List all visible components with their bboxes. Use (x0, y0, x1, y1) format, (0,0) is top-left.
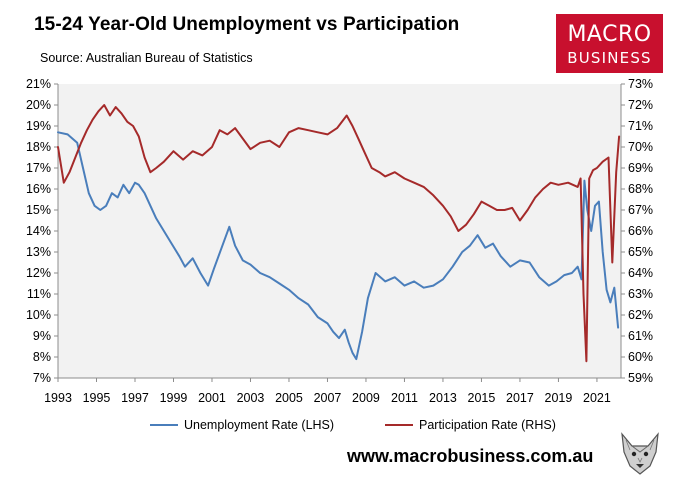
x-tick-label: 2007 (314, 391, 342, 405)
y-left-tick-label: 10% (26, 308, 51, 322)
y-left-tick-label: 17% (26, 161, 51, 175)
plot-area (58, 84, 621, 378)
y-right-tick-label: 60% (628, 350, 653, 364)
y-left-tick-label: 12% (26, 266, 51, 280)
y-left-tick-label: 15% (26, 203, 51, 217)
x-tick-label: 2013 (429, 391, 457, 405)
x-tick-label: 2021 (583, 391, 611, 405)
source-note: Source: Australian Bureau of Statistics (40, 51, 253, 65)
y-left-tick-label: 21% (26, 77, 51, 91)
legend-swatch-unemployment (150, 424, 178, 426)
y-left-tick-label: 18% (26, 140, 51, 154)
x-tick-label: 2001 (198, 391, 226, 405)
y-right-tick-label: 67% (628, 203, 653, 217)
y-left-tick-label: 19% (26, 119, 51, 133)
x-tick-label: 1993 (44, 391, 72, 405)
y-right-tick-label: 73% (628, 77, 653, 91)
x-tick-label: 1995 (83, 391, 111, 405)
y-right-tick-label: 63% (628, 287, 653, 301)
x-tick-label: 2019 (545, 391, 573, 405)
legend-swatch-participation (385, 424, 413, 426)
logo-line-2: BUSINESS (567, 49, 652, 67)
unemployment-rate-line (57, 131, 620, 361)
y-right-tick-label: 72% (628, 98, 653, 112)
y-right-tick-label: 64% (628, 266, 653, 280)
x-tick-label: 2017 (506, 391, 534, 405)
legend-label-unemployment: Unemployment Rate (LHS) (184, 418, 335, 432)
line-chart: 7% 8% 9% 10% 11% 12% 13% 14% 15% 16% 17% 18% 19% 20% 2… (26, 77, 653, 405)
y-left-tick-label: 16% (26, 182, 51, 196)
y-left-tick-label: 7% (33, 371, 51, 385)
legend-item-participation: Participation Rate (RHS) (385, 418, 556, 432)
y-left-tick-label: 11% (27, 287, 51, 301)
y-left-tick-label: 14% (26, 224, 51, 238)
logo-line-1: MACRO (567, 22, 652, 47)
y-left-tick-label: 13% (26, 245, 51, 259)
y-right-tick-label: 68% (628, 182, 653, 196)
x-tick-label: 1999 (160, 391, 188, 405)
wolf-mascot-icon (616, 430, 664, 478)
legend: Unemployment Rate (LHS) Participation Ra… (0, 418, 678, 438)
y-right-tick-label: 69% (628, 161, 653, 175)
x-tick-label: 1997 (121, 391, 149, 405)
chart-title: 15-24 Year-Old Unemployment vs Participa… (34, 14, 460, 35)
y-right-tick-label: 66% (628, 224, 653, 238)
x-tick-label: 2003 (237, 391, 265, 405)
y-left-tick-label: 8% (33, 350, 51, 364)
y-right-tick-label: 71% (628, 119, 653, 133)
macrobusiness-logo: MACRO BUSINESS (556, 14, 663, 73)
x-tick-label: 2005 (275, 391, 303, 405)
y-right-tick-label: 59% (628, 371, 653, 385)
x-tick-label: 2015 (468, 391, 496, 405)
y-right-tick-label: 70% (628, 140, 653, 154)
legend-label-participation: Participation Rate (RHS) (419, 418, 556, 432)
participation-rate-line (57, 104, 621, 363)
legend-item-unemployment: Unemployment Rate (LHS) (150, 418, 334, 432)
y-right-tick-label: 62% (628, 308, 653, 322)
y-right-tick-label: 61% (628, 329, 653, 343)
y-left-tick-label: 9% (33, 329, 51, 343)
x-tick-label: 2009 (352, 391, 380, 405)
x-tick-label: 2011 (391, 391, 418, 405)
website-url: www.macrobusiness.com.au (347, 446, 594, 466)
y-left-tick-label: 20% (26, 98, 51, 112)
y-right-tick-label: 65% (628, 245, 653, 259)
